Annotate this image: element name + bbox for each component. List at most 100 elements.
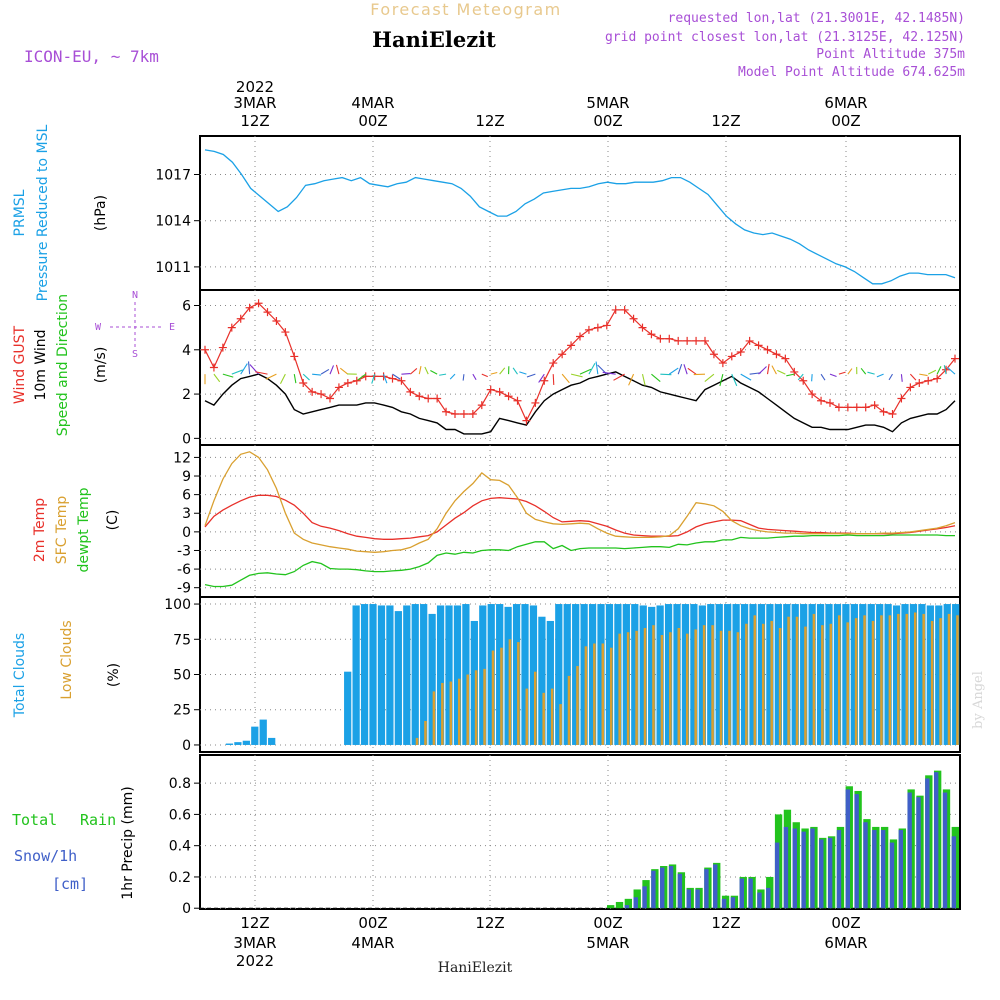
temp-ytick-label: -6 [177,562,191,578]
snow-precip-bar [801,831,806,909]
gust-marker [718,359,727,368]
total-cloud-bar [251,726,259,745]
snow-precip-bar [854,794,859,909]
total-cloud-bar [825,604,833,745]
wind-arrow [312,373,322,376]
total-cloud-bar [420,604,428,745]
total-cloud-bar [614,604,622,745]
total-cloud-bar [648,606,656,745]
gust-marker [584,325,593,334]
wind-label: 10m Wind [33,329,49,400]
gust-marker [201,345,209,354]
total-cloud-bar [487,604,495,745]
snow-precip-bar [766,887,771,909]
gust-marker [843,403,852,412]
bottom-axis-label: 12Z [475,914,504,932]
wind-arrow [919,373,928,377]
low-cloud-bar [761,623,765,745]
wind-arrow [613,373,625,381]
low-cloud-bar [930,620,934,745]
wind-arrow [222,373,234,378]
temperature-panel: -9 -6 -3 0 3 6 9 12 [173,444,961,598]
wind-arrow [401,372,411,375]
wind-arrow [820,373,826,381]
snow-precip-bar [651,870,656,909]
gust-marker [620,305,629,314]
top-axis-label: 2022 [236,78,274,96]
gust-marker [709,350,718,359]
model-altitude: Model Point Altitude 674.625m [738,65,965,80]
total-cloud-bar [724,604,732,745]
bottom-axis-label: 12Z [711,914,740,932]
total-cloud-bar [234,742,242,745]
low-cloud-bar [837,615,841,745]
wind-arrow [786,373,795,377]
gust-marker [442,407,451,416]
cloud-ytick-label: 75 [173,632,191,648]
total-cloud-bar [918,604,926,745]
wind-frame [199,289,961,446]
snow-precip-bar [739,878,744,909]
total-cloud-bar [774,604,782,745]
gust-marker [370,372,379,381]
wind-arrow [579,368,592,375]
wind-arrow [766,363,770,375]
gust-marker [951,354,959,363]
total-cloud-bar [892,605,901,745]
top-axis-label: 12Z [475,112,504,130]
total-cloud-bar [698,605,706,745]
cloud-panel: 0 25 50 75 100 [164,596,961,754]
gridpoint-coords: grid point closest lon,lat (21.3125E, 42… [605,30,965,45]
low-cloud-bar [880,615,883,745]
wind-arrow [490,371,498,375]
gust-marker [701,336,709,345]
wind-arrow [811,374,813,382]
gust-marker [513,396,522,405]
total-cloud-bar [462,604,470,745]
top-axis-label: 00Z [358,112,387,130]
precip-ytick-label: 0.8 [169,776,191,792]
total-cloud-bar [749,604,757,745]
gust-marker [433,394,442,403]
top-axis-label: 6MAR [824,94,867,112]
pressure-ytick-label: 1017 [155,168,191,184]
wind-arrow [936,366,942,375]
snow-precip-bar [668,866,674,909]
wind-arrow [758,366,767,375]
bottom-axis-label: 3MAR [233,934,276,952]
bottom-axis-label: 4MAR [351,934,394,952]
wind-arrow [357,373,367,381]
wind-arrow [481,373,488,378]
snow-precip-bar [925,778,930,909]
low-cloud-bar [593,643,596,745]
total-cloud-bar [816,604,825,745]
total-cloud-bar [521,604,529,745]
low-cloud-bar [643,628,647,745]
low-cloud-bar [736,632,740,745]
gust-marker [799,376,808,385]
compass-w: W [95,322,102,333]
chart-title: Forecast Meteogram [370,0,561,19]
wind-arrow [771,365,777,375]
credit-watermark: by Angel [971,671,986,729]
compass-s: S [132,349,138,360]
total-cloud-bar [344,671,352,745]
wind-arrow [570,373,583,378]
total-cloud-bar [259,719,267,745]
wind-arrow [418,366,422,375]
bottom-axis-label: 5MAR [586,934,629,952]
low-cloud-bar [888,615,892,745]
wind-arrow [651,373,661,382]
total-cloud-bar [453,605,462,745]
total-cloud-bar [479,605,487,745]
wind-arrow [677,363,683,375]
wind-arrow [439,373,447,376]
low-cloud-bar [508,639,512,745]
wind-arrow [909,373,917,381]
gust-marker [736,348,745,356]
gust-marker [272,317,281,325]
snow-precip-bar [730,897,736,909]
pressure-unit: (hPa) [93,195,109,231]
wind-arrow [519,371,527,375]
total-cloud-bar [394,611,402,745]
